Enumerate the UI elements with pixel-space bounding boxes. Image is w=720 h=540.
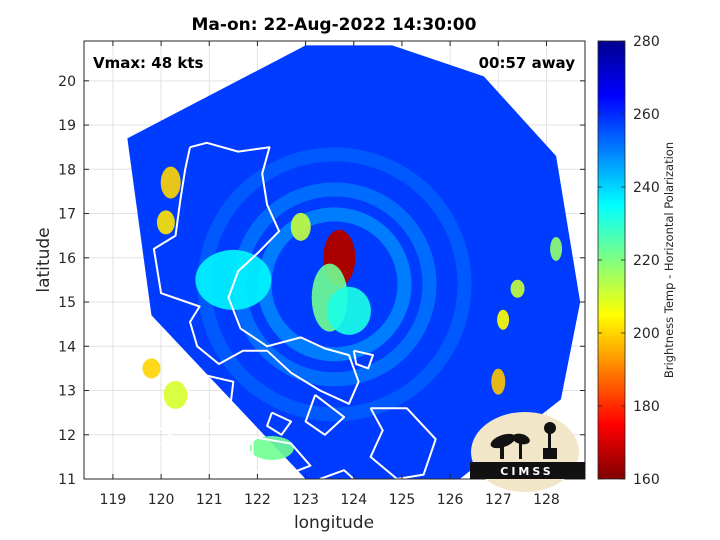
colorbar-tick-label: 160 [633, 472, 660, 488]
x-tick-label: 125 [389, 492, 416, 508]
colorbar-tick-labels: 160 180 200 220 240 260 280 [633, 34, 660, 488]
convection-feature [497, 309, 510, 330]
y-tick-label: 18 [58, 162, 76, 178]
y-tick-label: 15 [58, 295, 76, 311]
y-tick-label: 17 [58, 207, 76, 223]
y-tick-label: 12 [58, 428, 76, 444]
coastline-layer [126, 141, 437, 479]
x-tick-label: 120 [148, 492, 175, 508]
brightness-temperature-swath [127, 45, 581, 479]
colorbar-label: Brightness Temp - Horizontal Polarizatio… [662, 142, 676, 378]
y-tick-labels: 11 12 13 14 15 16 17 18 19 20 [58, 74, 76, 488]
convection-feature [163, 380, 188, 409]
y-tick-label: 11 [58, 472, 76, 488]
colorbar-tick-label: 200 [633, 326, 660, 342]
coastline [266, 411, 293, 436]
coastline [126, 460, 143, 479]
coastline [369, 407, 437, 479]
x-tick-label: 124 [340, 492, 367, 508]
y-tick-label: 16 [58, 251, 76, 267]
svg-text:CIMSS: CIMSS [500, 465, 553, 478]
x-tick-labels: 119 120 121 122 123 124 125 126 127 128 [100, 492, 560, 508]
x-tick-label: 121 [196, 492, 223, 508]
convection-feature [290, 212, 311, 241]
y-tick-label: 13 [58, 384, 76, 400]
coastline [304, 394, 346, 436]
time-away-annotation: 00:57 away [479, 54, 576, 72]
x-axis-label: longitude [294, 513, 374, 533]
coastline [251, 436, 312, 478]
axis-ticks [84, 41, 585, 480]
y-tick-label: 20 [58, 74, 76, 90]
coastline [155, 425, 172, 445]
cimss-logo: CIMSS [470, 412, 585, 492]
x-tick-label: 122 [244, 492, 271, 508]
y-tick-label: 14 [58, 339, 76, 355]
y-tick-label: 19 [58, 118, 76, 134]
x-tick-label: 126 [437, 492, 464, 508]
x-tick-label: 127 [485, 492, 512, 508]
colorbar-tick-label: 240 [633, 180, 660, 196]
convection-feature [326, 286, 371, 335]
colorbar-ticks [598, 40, 625, 480]
x-tick-label: 128 [533, 492, 560, 508]
colorbar-tick-label: 280 [633, 34, 660, 50]
convection-feature [160, 166, 181, 199]
convection-feature [550, 236, 563, 261]
x-tick-label: 119 [100, 492, 127, 508]
coastline [152, 141, 360, 405]
chart-title: Ma-on: 22-Aug-2022 14:30:00 [192, 15, 477, 35]
convection-feature [510, 279, 525, 298]
colorbar-tick-label: 260 [633, 107, 660, 123]
coastline [352, 349, 374, 370]
vmax-annotation: Vmax: 48 kts [93, 54, 203, 72]
colorbar [597, 40, 626, 480]
convection-feature [491, 368, 506, 395]
y-axis-label: latitude [34, 227, 54, 292]
colorbar-tick-label: 180 [633, 399, 660, 415]
convection-feature [142, 358, 161, 379]
convection-feature [156, 210, 175, 235]
x-tick-label: 123 [292, 492, 319, 508]
coastline [174, 367, 235, 423]
plot-frame [83, 40, 586, 480]
coastline [319, 469, 355, 479]
convection-feature [195, 249, 272, 310]
colorbar-tick-label: 220 [633, 253, 660, 269]
